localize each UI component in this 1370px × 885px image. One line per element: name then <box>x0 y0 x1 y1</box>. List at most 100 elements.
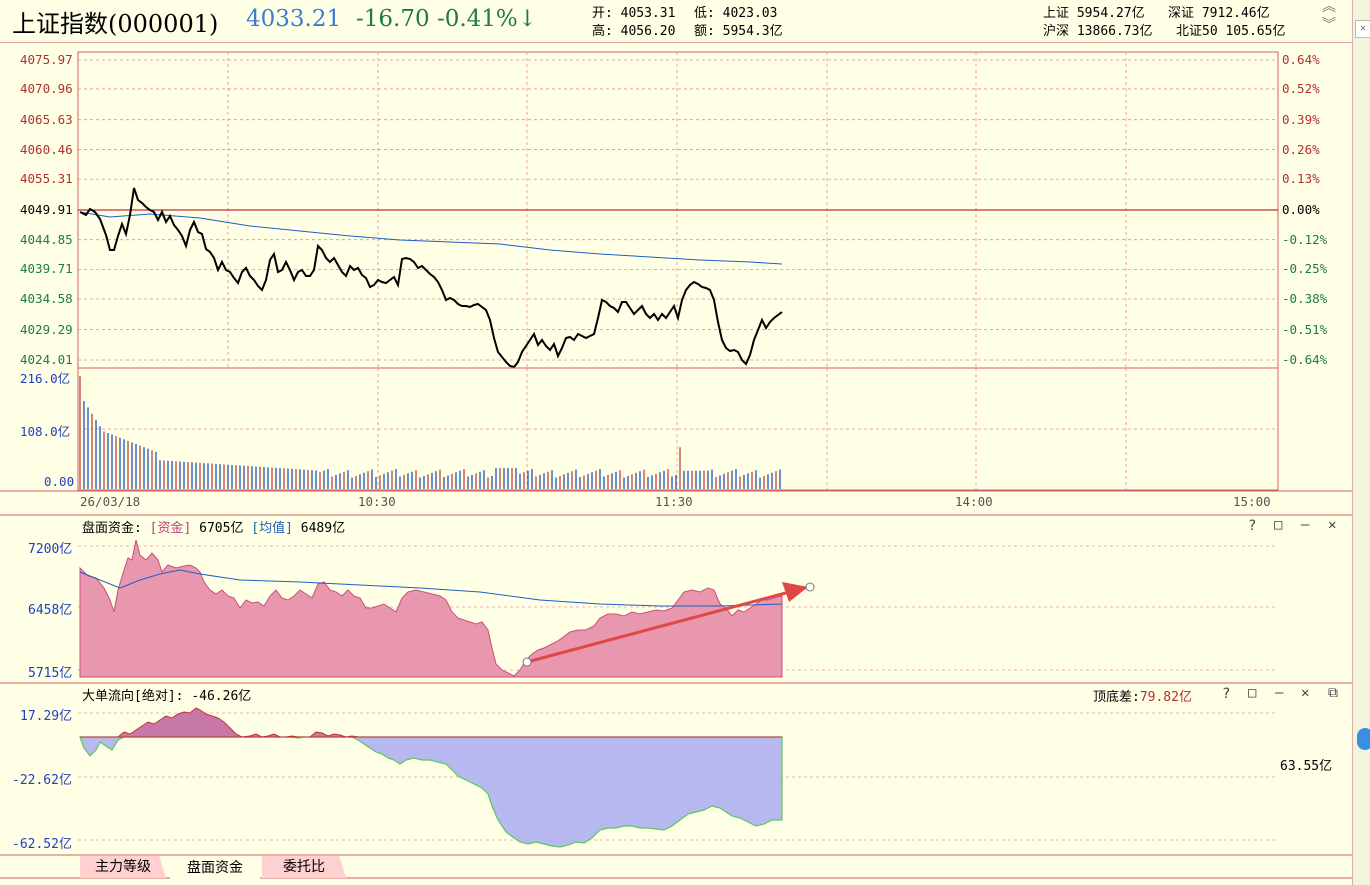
y-right-tick: 0.39% <box>1282 111 1320 127</box>
capital-fund-value: 6705亿 <box>199 521 244 536</box>
sh-value: 5954.27亿 <box>1076 6 1145 21</box>
flow-maximize-icon[interactable]: □ <box>1248 685 1257 701</box>
time-label: 26/03/18 <box>80 494 141 509</box>
trend-start-handle <box>522 657 532 667</box>
capital-avg-line <box>79 569 783 607</box>
flow-restore-icon[interactable]: ⧉ <box>1328 685 1338 701</box>
y-right-tick: -0.38% <box>1282 290 1328 306</box>
open-value: 4053.31 <box>620 6 676 21</box>
capital-maximize-icon[interactable]: □ <box>1274 517 1283 533</box>
flow-positive-area <box>80 707 782 738</box>
low-label: 低: <box>694 6 715 21</box>
flow-tick: -22.62亿 <box>12 773 72 788</box>
y-right-tick: 0.64% <box>1282 52 1320 67</box>
y-left-tick: 4034.58 <box>20 290 73 306</box>
bz-field: 北证50 105.65亿 <box>1176 20 1285 39</box>
capital-avg-value: 6489亿 <box>300 521 346 536</box>
flow-label: 大单流向[绝对]: <box>82 689 184 704</box>
flow-value: -46.26亿 <box>191 689 252 704</box>
y-left-tick: 4055.31 <box>20 171 73 187</box>
capital-fund-label: [资金] <box>149 521 192 536</box>
last-price: 4033.21 <box>246 6 342 32</box>
sz-field: 深证 7912.46亿 <box>1168 2 1270 21</box>
low-value: 4023.03 <box>722 6 778 21</box>
right-side-panel[interactable] <box>1352 0 1370 885</box>
volume-bars <box>79 376 781 489</box>
amount-field: 额: 5954.3亿 <box>694 20 783 39</box>
trend-arrowhead <box>782 582 808 602</box>
volume-tick: 0.00 <box>44 474 75 489</box>
flow-close-icon[interactable]: ✕ <box>1301 685 1310 701</box>
bz-label: 北证50 <box>1176 24 1218 39</box>
amount-label: 额: <box>694 24 715 39</box>
high-value: 4056.20 <box>620 24 676 39</box>
side-close-icon[interactable]: ✕ <box>1355 20 1370 38</box>
collapse-down-icon[interactable]: ︾ <box>1322 17 1336 33</box>
y-right-tick: 0.00% <box>1282 202 1320 218</box>
capital-tick: 7200亿 <box>28 542 73 557</box>
change-pct: -0.41% <box>436 6 518 32</box>
time-label: 11:30 <box>655 494 693 509</box>
y-left-tick: 4075.97 <box>20 52 73 67</box>
open-field: 开: 4053.31 <box>592 2 675 21</box>
flow-header: 大单流向[绝对]: -46.26亿 <box>82 685 251 704</box>
capital-area <box>79 539 783 678</box>
volume-grid <box>78 368 1278 490</box>
volume-tick: 216.0亿 <box>20 371 71 386</box>
open-label: 开: <box>592 6 613 21</box>
capital-help-icon[interactable]: ? <box>1248 518 1257 534</box>
time-label: 10:30 <box>358 494 396 509</box>
collapse-up-icon[interactable]: ︽ <box>1322 0 1336 15</box>
sh-field: 上证 5954.27亿 <box>1043 2 1145 21</box>
flow-minimize-icon[interactable]: – <box>1275 685 1284 701</box>
trend-arrow-line <box>526 585 809 664</box>
capital-close-icon[interactable]: ✕ <box>1328 517 1337 533</box>
y-left-tick: 4039.71 <box>20 261 73 277</box>
y-left-tick: 4049.91 <box>20 202 73 218</box>
y-right-tick: -0.51% <box>1282 321 1328 337</box>
sz-value: 7912.46亿 <box>1201 6 1270 21</box>
time-label: 14:00 <box>955 494 993 509</box>
tab-main-level[interactable]: 主力等级 <box>80 856 166 878</box>
capital-minimize-icon[interactable]: – <box>1301 517 1310 533</box>
y-right-tick: 0.26% <box>1282 141 1320 157</box>
flow-negative-area <box>79 736 783 848</box>
down-arrow-icon: ↓ <box>517 6 538 32</box>
y-right-tick: -0.12% <box>1282 231 1328 247</box>
capital-header: 盘面资金: [资金] 6705亿 [均值] 6489亿 <box>82 517 345 536</box>
quote-header <box>0 0 1352 43</box>
bz-value: 105.65亿 <box>1225 24 1286 39</box>
sh-label: 上证 <box>1043 6 1070 21</box>
flow-tick: 17.29亿 <box>20 709 73 724</box>
y-right-tick: -0.64% <box>1282 352 1328 367</box>
flow-right-value: 63.55亿 <box>1280 759 1333 774</box>
volume-tick: 108.0亿 <box>20 424 71 439</box>
price-line <box>79 187 783 369</box>
y-right-tick: 0.52% <box>1282 80 1320 96</box>
side-handle-icon[interactable] <box>1357 728 1370 750</box>
capital-tick: 6458亿 <box>28 603 73 618</box>
y-left-tick: 4024.01 <box>20 352 73 367</box>
y-left-tick: 4044.85 <box>20 231 73 247</box>
tab-order-ratio[interactable]: 委托比 <box>262 856 346 878</box>
change-value: -16.70 <box>356 6 430 32</box>
capital-label: 盘面资金: <box>82 521 142 536</box>
index-title: 上证指数(000001) <box>12 10 219 38</box>
tab-capital[interactable]: 盘面资金 <box>170 856 260 879</box>
y-right-tick: -0.25% <box>1282 261 1328 277</box>
flow-help-icon[interactable]: ? <box>1222 686 1231 702</box>
y-left-tick: 4065.63 <box>20 111 73 127</box>
capital-avg-label: [均值] <box>251 521 293 536</box>
capital-tick: 5715亿 <box>28 666 73 681</box>
low-field: 低: 4023.03 <box>694 2 777 21</box>
y-left-tick: 4029.29 <box>20 321 73 337</box>
sz-label: 深证 <box>1168 6 1195 21</box>
y-left-tick: 4060.46 <box>20 141 73 157</box>
y-right-tick: 0.13% <box>1282 171 1320 187</box>
flow-tick: -62.52亿 <box>12 837 72 852</box>
spread-field: 顶底差:79.82亿 <box>1093 686 1192 705</box>
avg-price-line <box>79 211 783 265</box>
hs-field: 沪深 13866.73亿 <box>1043 20 1152 39</box>
spread-label: 顶底差: <box>1093 690 1140 705</box>
